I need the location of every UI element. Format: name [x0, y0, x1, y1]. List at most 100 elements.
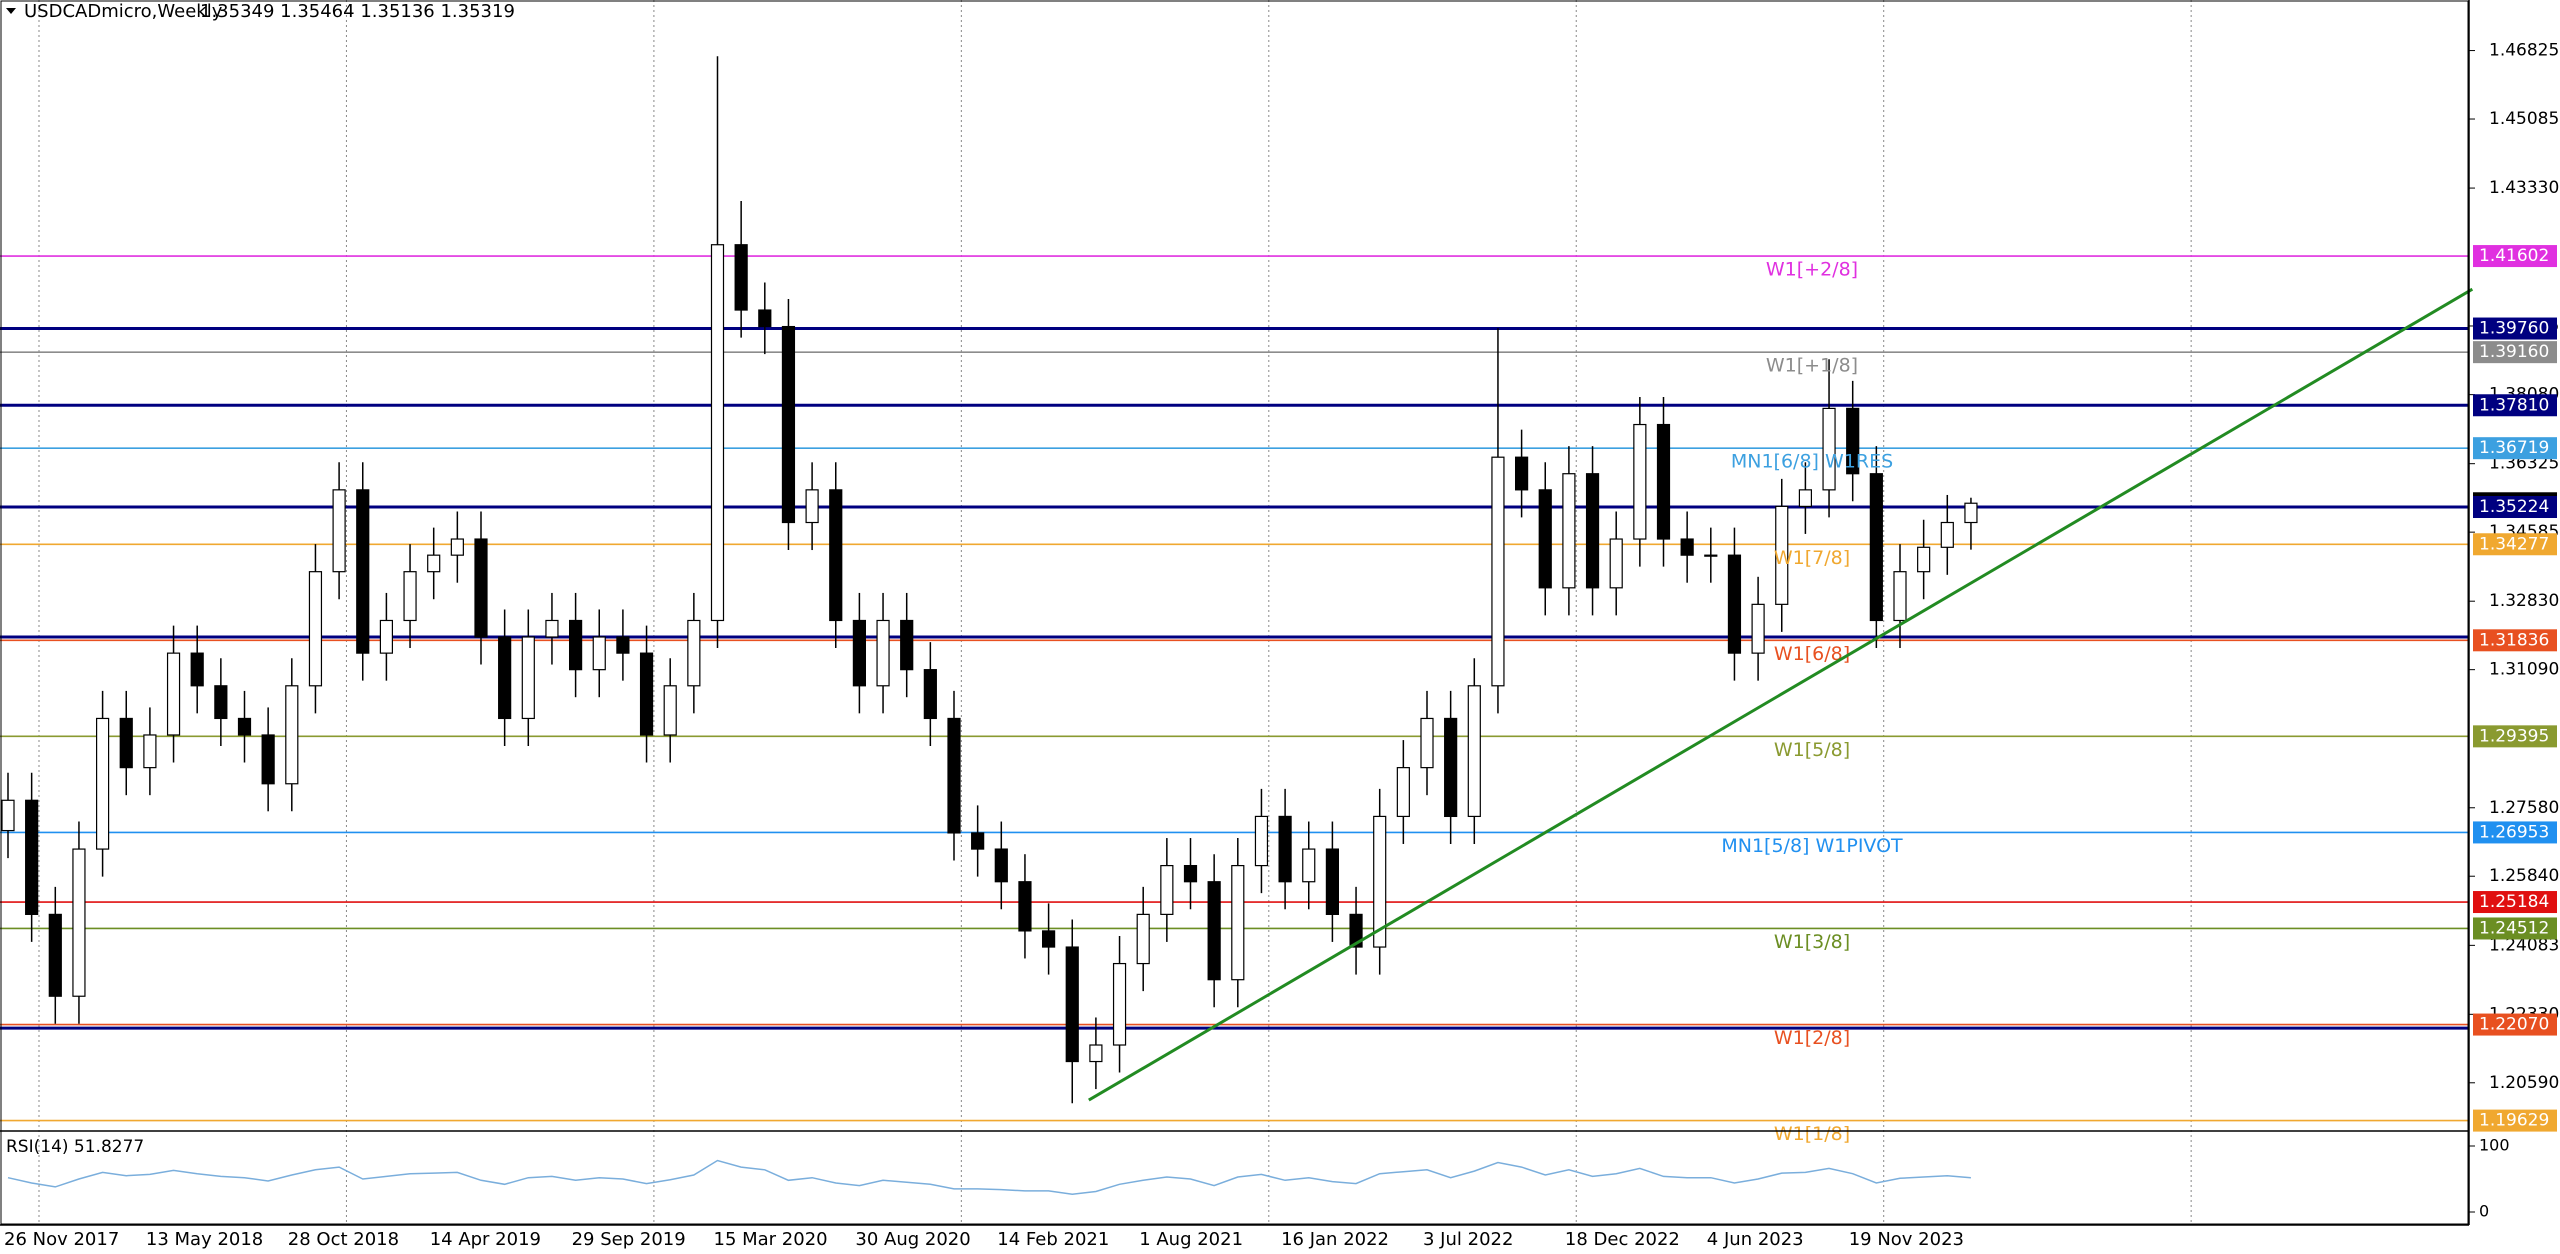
level-tag: [2473, 317, 2557, 340]
candle-body: [1727, 554, 1742, 654]
y-tick-label: 1.45085: [2489, 109, 2559, 129]
trend-line: [1088, 287, 2474, 1102]
candle-body: [947, 717, 961, 834]
candle-body: [758, 309, 772, 328]
x-tick-label: 29 Sep 2019: [572, 1229, 686, 1250]
x-tick-label: 19 Nov 2023: [1849, 1229, 1964, 1250]
level-tag-label: 1.22070: [2479, 1015, 2549, 1035]
candle-body: [214, 685, 228, 720]
candle-body: [1231, 864, 1245, 981]
candle-body: [1207, 881, 1221, 981]
level-name: W1[+2/8]: [1766, 259, 1858, 281]
candle-body: [308, 571, 323, 687]
menu-arrow[interactable]: [6, 8, 16, 14]
candle-body: [781, 325, 796, 524]
x-tick-label: 15 Mar 2020: [714, 1229, 828, 1250]
candle-body: [545, 619, 559, 638]
rsi-tick-label: 0: [2479, 1202, 2489, 1221]
level-tag: [2473, 725, 2557, 748]
candle-body: [1775, 505, 1789, 605]
level-name: MN1[6/8] W1RES: [1731, 451, 1893, 473]
candle-body: [1656, 423, 1671, 540]
candle-body: [1254, 815, 1269, 867]
candle-body: [190, 652, 204, 687]
x-tick-label: 13 May 2018: [146, 1229, 263, 1250]
level-name: W1[1/8]: [1774, 1123, 1850, 1145]
candle-body: [1089, 1044, 1103, 1063]
indicator-label: RSI(14) 51.8277: [6, 1137, 144, 1157]
candle-body: [1940, 521, 1954, 548]
level-tag: [2473, 891, 2557, 914]
candle-body: [356, 489, 370, 654]
candle-body: [1633, 423, 1647, 540]
candle-body: [710, 244, 725, 622]
candle-body: [616, 636, 630, 654]
x-tick-label: 3 Jul 2022: [1423, 1229, 1513, 1250]
level-tag-label: 1.37810: [2479, 395, 2549, 415]
candle-body: [1349, 913, 1363, 948]
x-tick-label: 14 Feb 2021: [997, 1229, 1109, 1250]
y-tick-label: 1.25840: [2489, 866, 2559, 886]
level-name: W1[6/8]: [1774, 643, 1850, 665]
level-tag: [2473, 341, 2557, 364]
y-tick-label: 1.20590: [2489, 1073, 2559, 1093]
candle-body: [852, 619, 867, 687]
level-tag: [2473, 1109, 2557, 1132]
candle-body: [1041, 930, 1056, 948]
level-tag: [2473, 533, 2557, 556]
candle-body: [876, 619, 890, 687]
level-tag-label: 1.36719: [2479, 438, 2549, 458]
candle-body: [25, 799, 39, 915]
level-tag: [2473, 1013, 2557, 1036]
level-tag-label: 1.35224: [2479, 497, 2549, 517]
y-tick-label: 1.27580: [2489, 798, 2559, 818]
candle-body: [498, 636, 512, 720]
candle-body: [829, 489, 843, 622]
levels: [0, 255, 2469, 1122]
rsi-tick-label: 100: [2479, 1136, 2510, 1155]
candle-body: [1373, 815, 1387, 948]
candle-body: [1160, 864, 1174, 915]
candle-body: [1680, 538, 1694, 556]
candle-body: [1514, 456, 1529, 491]
y-tick-label: 1.32830: [2489, 591, 2559, 611]
candle-body: [237, 717, 252, 736]
candle-body: [521, 636, 535, 720]
grid: [38, 0, 2192, 1225]
x-tick-label: 1 Aug 2021: [1139, 1229, 1243, 1250]
candle-body: [687, 619, 701, 687]
candle-body: [48, 913, 62, 997]
candle-body: [450, 538, 464, 556]
level-tag-label: 1.41602: [2479, 246, 2549, 266]
candle-body: [1964, 502, 1978, 524]
candle-body: [1585, 473, 1600, 589]
candle-body: [1609, 538, 1623, 589]
ohlc-header: 1.35349 1.35464 1.35136 1.35319: [200, 1, 515, 22]
candle-body: [1798, 489, 1813, 507]
candle-body: [1325, 848, 1340, 915]
x-tick-label: 14 Apr 2019: [430, 1229, 541, 1250]
level-name: W1[5/8]: [1774, 739, 1850, 761]
level-tag-label: 1.24512: [2479, 918, 2549, 938]
candle-body: [1444, 717, 1458, 818]
x-tick-label: 30 Aug 2020: [855, 1229, 970, 1250]
candle-body: [1396, 767, 1410, 818]
candle-body: [427, 554, 441, 573]
candle-body: [1018, 881, 1032, 932]
candle-body: [1065, 946, 1079, 1063]
candle-body: [900, 619, 914, 671]
y-tick-label: 1.46825: [2489, 41, 2559, 61]
candle-body: [1278, 815, 1292, 883]
level-tag-label: 1.34277: [2479, 534, 2549, 554]
candle-body: [1183, 864, 1198, 883]
candle-body: [1751, 603, 1765, 654]
rsi-line: [7, 1159, 1971, 1195]
level-tag: [2473, 437, 2557, 460]
level-tag: [2473, 821, 2557, 844]
candle-body: [1822, 407, 1836, 491]
candle-body: [166, 652, 181, 736]
candle-body: [403, 571, 417, 622]
candle-body: [72, 848, 86, 997]
